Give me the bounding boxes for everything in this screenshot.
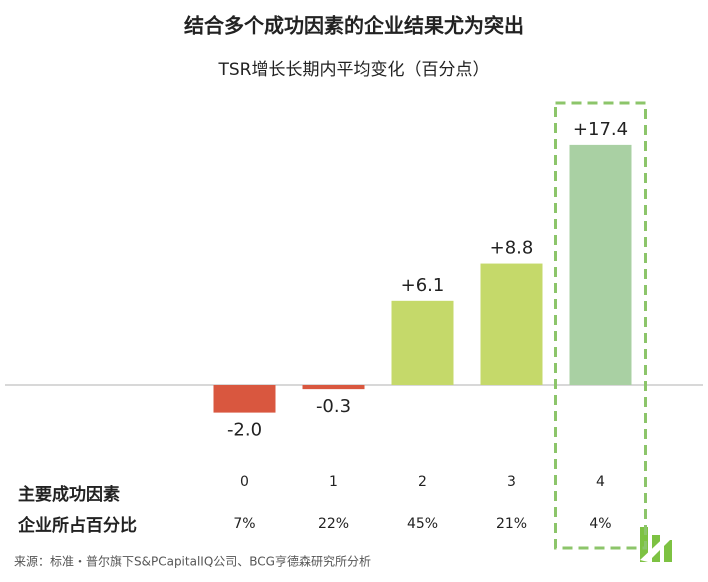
bar	[569, 144, 632, 385]
share-label: 45%	[407, 516, 438, 532]
row-label: 主要成功因素	[18, 484, 120, 505]
bar	[480, 263, 543, 385]
x-tick-label: 2	[418, 474, 427, 490]
share-label: 4%	[589, 516, 611, 532]
source-note: 来源：标准・普尔旗下S&PCapitalIQ公司、BCG亨德森研究所分析	[14, 554, 371, 569]
bar	[213, 385, 276, 413]
share-label: 21%	[496, 516, 527, 532]
highlight-box	[554, 101, 647, 550]
value-label: -0.3	[316, 396, 351, 417]
x-tick-label: 0	[240, 474, 249, 490]
x-tick-label: 1	[329, 474, 338, 490]
value-label: +8.8	[490, 238, 534, 259]
chart-subtitle: TSR增长长期内平均变化（百分点）	[218, 60, 490, 80]
chart-title: 结合多个成功因素的企业结果尤为突出	[184, 14, 524, 38]
x-tick-label: 3	[507, 474, 516, 490]
value-label: +17.4	[573, 119, 628, 140]
bar	[302, 385, 365, 390]
x-tick-label: 4	[596, 474, 605, 490]
row-label: 企业所占百分比	[17, 515, 137, 536]
value-label: -2.0	[227, 420, 262, 441]
bar	[391, 300, 454, 385]
value-label: +6.1	[401, 275, 445, 296]
share-label: 22%	[318, 516, 349, 532]
share-label: 7%	[233, 516, 255, 532]
